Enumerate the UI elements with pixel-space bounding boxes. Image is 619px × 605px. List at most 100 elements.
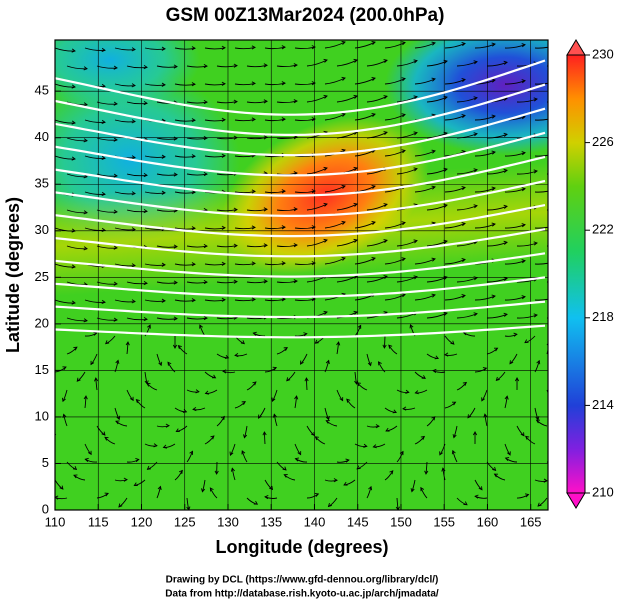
streamline-arrow [478, 486, 483, 491]
streamline-arrow [491, 78, 496, 83]
streamline-arrow [173, 64, 178, 69]
colorbar-min-arrow [566, 492, 586, 509]
streamline [96, 137, 118, 141]
streamline-arrow [210, 435, 215, 440]
streamline-arrow [327, 502, 332, 508]
streamline [114, 83, 136, 87]
streamline-arrow [413, 95, 418, 100]
streamline-arrow [272, 366, 278, 371]
streamline-arrow [299, 360, 304, 365]
streamline [516, 242, 538, 247]
streamline [204, 155, 226, 158]
streamline-arrow [71, 84, 76, 89]
streamline-arrow [192, 406, 197, 412]
streamline-arrow [371, 220, 376, 225]
streamline [366, 59, 388, 67]
streamline-arrow [509, 360, 514, 365]
streamline-arrow [473, 168, 478, 173]
streamline-arrow [323, 238, 328, 243]
streamline [156, 281, 178, 284]
streamline-arrow [524, 339, 529, 344]
streamline-arrow [420, 486, 425, 492]
streamline-arrow [443, 59, 448, 64]
streamline [546, 209, 548, 211]
contour [55, 252, 546, 278]
streamline-arrow [303, 332, 308, 337]
streamline-arrow [281, 225, 286, 230]
streamline-arrow [131, 155, 136, 160]
streamline-arrow [533, 97, 538, 102]
y-tick-label: 40 [35, 129, 49, 144]
streamline [383, 335, 386, 349]
streamline-arrow [165, 423, 170, 428]
streamline-arrow [191, 82, 196, 87]
streamline-arrow [382, 344, 387, 349]
streamline-arrow [452, 434, 457, 439]
streamline [409, 324, 416, 337]
x-tick-label: 155 [433, 514, 455, 529]
contour [55, 228, 546, 258]
streamline-arrow [353, 94, 358, 99]
streamline-arrow [146, 382, 151, 387]
streamline-arrow [443, 131, 448, 136]
streamline-arrow [443, 239, 448, 244]
streamline [366, 486, 372, 499]
streamline [216, 137, 238, 140]
streamline-arrow [495, 376, 500, 381]
streamline-arrow [161, 262, 166, 267]
contour [55, 155, 546, 197]
streamline-arrow [172, 344, 178, 349]
streamline-arrow [87, 450, 92, 456]
streamline-arrow [441, 467, 446, 472]
colorbar-tick-label: 218 [592, 309, 614, 324]
streamline [66, 317, 88, 322]
streamline [444, 78, 466, 85]
streamline-arrow [461, 294, 466, 299]
streamline-arrow [552, 116, 555, 119]
x-tick-label: 135 [260, 514, 282, 529]
streamline-arrow [161, 46, 166, 51]
streamline-arrow [434, 355, 440, 360]
streamline-arrow [162, 444, 168, 449]
streamline [336, 131, 358, 139]
streamline-arrow [533, 241, 538, 246]
streamline [276, 136, 298, 140]
streamline [246, 208, 268, 212]
streamline [444, 114, 466, 121]
streamline [336, 95, 358, 103]
streamline [516, 314, 538, 319]
streamline-arrow [353, 310, 358, 315]
streamline-arrow [281, 45, 286, 50]
streamline [504, 80, 526, 85]
streamline [84, 119, 106, 123]
streamline-arrow [536, 359, 541, 365]
streamline [474, 151, 496, 157]
streamline [384, 114, 406, 121]
streamline-arrow [173, 280, 178, 285]
streamline-arrow [263, 243, 268, 248]
streamline-arrow [353, 238, 358, 243]
streamline-arrow [293, 135, 298, 140]
streamline-arrow [101, 227, 106, 232]
streamline-arrow [203, 243, 208, 249]
streamline [426, 60, 448, 67]
streamline [456, 313, 478, 319]
streamline-arrow [71, 264, 76, 269]
streamline [294, 226, 316, 230]
y-tick-label: 0 [42, 501, 49, 516]
streamline-arrow [73, 474, 78, 479]
streamline-arrow [311, 261, 316, 266]
streamline-arrow [113, 245, 118, 250]
streamline [456, 97, 478, 103]
streamline-arrow [482, 367, 488, 372]
streamline [294, 298, 316, 302]
streamline-arrow [461, 78, 466, 83]
streamline [96, 173, 118, 177]
streamline-arrow [521, 79, 526, 84]
streamline [84, 155, 106, 159]
streamline-arrow [143, 101, 148, 106]
streamline [484, 414, 488, 427]
streamline [144, 47, 166, 50]
streamline [456, 133, 478, 139]
streamline [264, 46, 286, 50]
